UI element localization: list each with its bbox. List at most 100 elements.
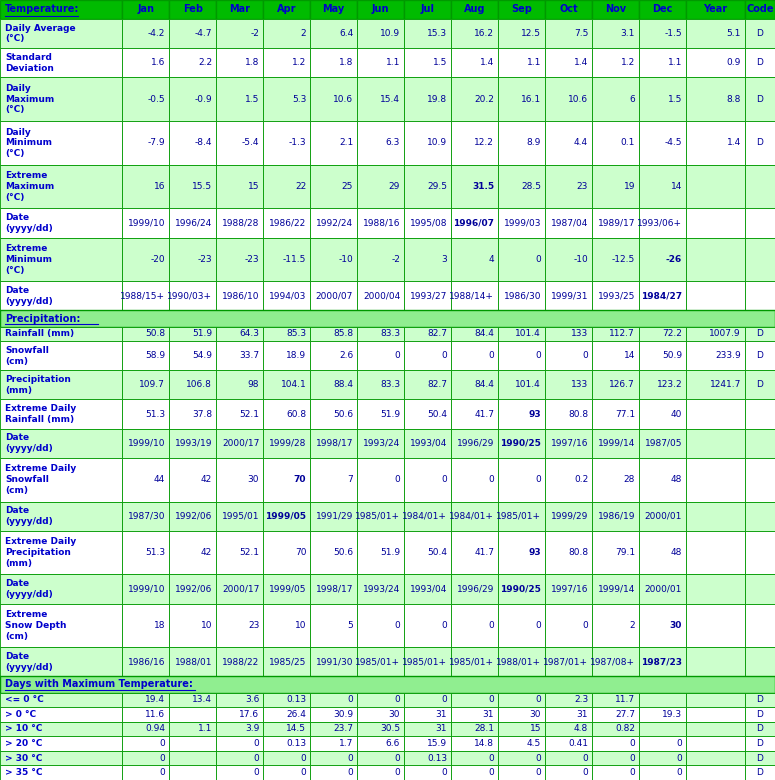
Text: 26.4: 26.4 <box>286 710 306 719</box>
Text: 31.5: 31.5 <box>472 182 494 191</box>
Bar <box>498 282 545 310</box>
Text: Apr: Apr <box>277 5 297 15</box>
Bar <box>498 121 545 165</box>
Text: 50.9: 50.9 <box>662 351 682 360</box>
Text: 0: 0 <box>160 739 165 748</box>
Text: 1987/04: 1987/04 <box>551 218 588 228</box>
Text: 1999/10: 1999/10 <box>128 218 165 228</box>
Bar <box>592 736 639 751</box>
Bar <box>357 693 405 707</box>
Text: -7.9: -7.9 <box>148 138 165 147</box>
Text: 28.5: 28.5 <box>521 182 541 191</box>
Bar <box>686 722 745 736</box>
Bar <box>592 751 639 765</box>
Bar <box>216 48 264 77</box>
Bar <box>264 530 310 574</box>
Bar <box>745 736 775 751</box>
Text: 0: 0 <box>536 621 541 630</box>
Text: -4.2: -4.2 <box>148 29 165 38</box>
Bar <box>0 765 122 780</box>
Bar <box>639 327 686 341</box>
Text: Standard
Deviation: Standard Deviation <box>5 53 54 73</box>
Text: 1999/31: 1999/31 <box>551 292 588 300</box>
Text: 84.4: 84.4 <box>474 381 494 389</box>
Bar <box>122 736 169 751</box>
Bar <box>592 693 639 707</box>
Text: 1999/29: 1999/29 <box>551 512 588 520</box>
Bar <box>0 502 122 530</box>
Bar <box>405 77 451 121</box>
Bar <box>451 530 498 574</box>
Bar <box>745 208 775 238</box>
Bar <box>310 165 357 208</box>
Bar <box>216 19 264 48</box>
Bar <box>686 48 745 77</box>
Bar <box>216 282 264 310</box>
Bar <box>745 458 775 502</box>
Bar <box>745 502 775 530</box>
Bar <box>405 736 451 751</box>
Bar <box>122 282 169 310</box>
Text: -0.5: -0.5 <box>148 94 165 104</box>
Bar <box>0 736 122 751</box>
Text: -5.4: -5.4 <box>242 138 260 147</box>
Text: 23.7: 23.7 <box>333 725 353 733</box>
Bar <box>0 0 122 19</box>
Bar <box>498 327 545 341</box>
Text: 1996/29: 1996/29 <box>456 438 494 448</box>
Bar <box>592 282 639 310</box>
Text: Rainfall (mm): Rainfall (mm) <box>5 329 74 339</box>
Bar <box>545 48 592 77</box>
Text: 10: 10 <box>201 621 212 630</box>
Text: Sep: Sep <box>512 5 532 15</box>
Text: 50.8: 50.8 <box>145 329 165 339</box>
Bar <box>122 429 169 458</box>
Bar <box>310 238 357 282</box>
Bar <box>169 341 216 370</box>
Bar <box>639 707 686 722</box>
Text: 4: 4 <box>488 255 494 264</box>
Text: 1999/05: 1999/05 <box>269 584 306 594</box>
Text: 1.1: 1.1 <box>668 58 682 67</box>
Bar <box>592 341 639 370</box>
Bar <box>405 165 451 208</box>
Text: 0.1: 0.1 <box>621 138 636 147</box>
Text: 31: 31 <box>436 710 447 719</box>
Bar <box>169 238 216 282</box>
Text: 1.4: 1.4 <box>480 58 494 67</box>
Bar <box>592 238 639 282</box>
Bar <box>405 722 451 736</box>
Text: 3: 3 <box>442 255 447 264</box>
Bar <box>122 399 169 429</box>
Text: 82.7: 82.7 <box>427 381 447 389</box>
Text: 0.2: 0.2 <box>574 475 588 484</box>
Text: 1999/14: 1999/14 <box>598 438 635 448</box>
Bar <box>745 693 775 707</box>
Bar <box>639 282 686 310</box>
Bar <box>745 647 775 676</box>
Bar <box>592 765 639 780</box>
Text: 1996/07: 1996/07 <box>453 218 494 228</box>
Text: D: D <box>756 138 763 147</box>
Bar <box>122 327 169 341</box>
Text: Extreme
Maximum
(°C): Extreme Maximum (°C) <box>5 172 54 202</box>
Text: 0: 0 <box>394 753 400 763</box>
Bar <box>498 399 545 429</box>
Text: 11.7: 11.7 <box>615 695 636 704</box>
Bar <box>545 574 592 604</box>
Bar <box>216 751 264 765</box>
Bar <box>310 751 357 765</box>
Text: 3.1: 3.1 <box>621 29 636 38</box>
Bar <box>216 370 264 399</box>
Bar <box>0 676 775 693</box>
Bar <box>122 341 169 370</box>
Text: 82.7: 82.7 <box>427 329 447 339</box>
Bar <box>0 238 122 282</box>
Bar <box>451 574 498 604</box>
Bar <box>545 399 592 429</box>
Text: D: D <box>756 725 763 733</box>
Bar <box>545 693 592 707</box>
Bar <box>264 370 310 399</box>
Bar <box>686 327 745 341</box>
Bar <box>310 722 357 736</box>
